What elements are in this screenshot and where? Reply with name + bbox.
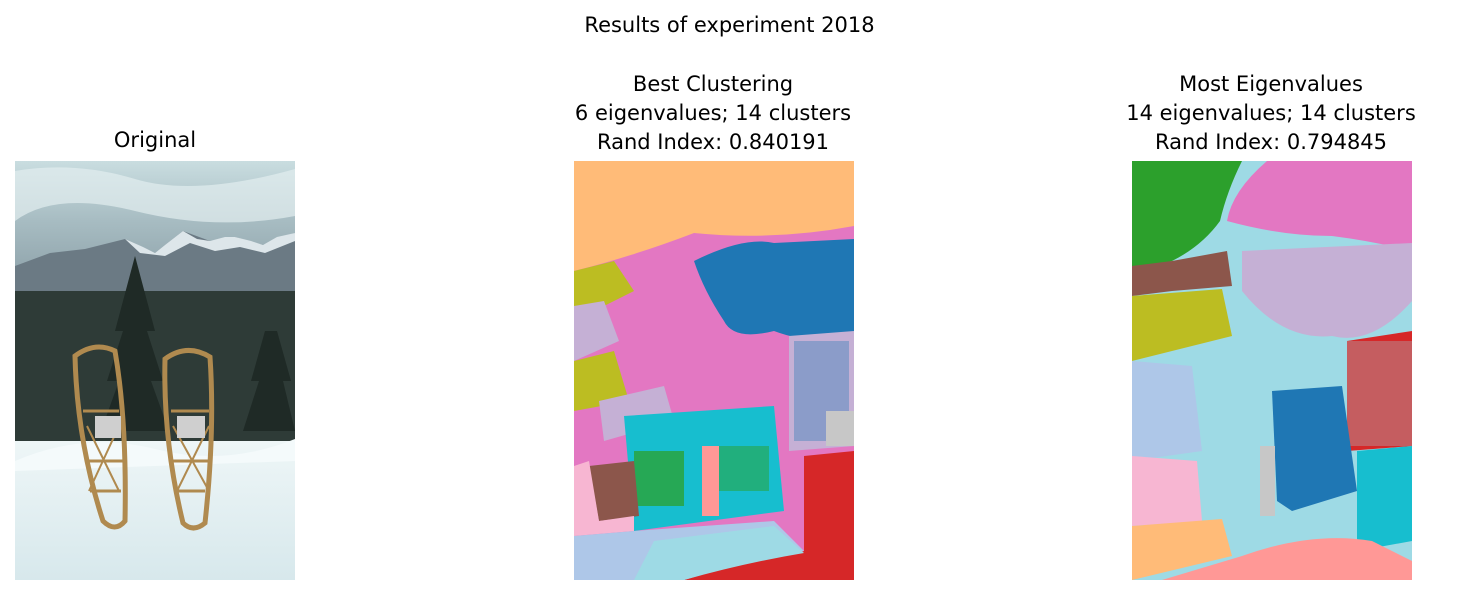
best-clustering-title: Best Clustering 6 eigenvalues; 14 cluste… <box>563 70 863 157</box>
segment-lilac <box>1242 243 1412 338</box>
figure-suptitle: Results of experiment 2018 <box>584 13 875 37</box>
segment-green-right <box>719 446 769 491</box>
segment-olive <box>1132 289 1232 361</box>
segment-mountain-blue <box>694 239 854 340</box>
most-eigenvalues-title-line-1: Most Eigenvalues <box>1179 72 1363 96</box>
most-eigenvalues-title-line-2: 14 eigenvalues; 14 clusters <box>1126 101 1416 125</box>
segment-salmon <box>702 446 719 516</box>
best-clustering-segmentation <box>574 161 854 580</box>
segment-green <box>1132 161 1242 271</box>
segment-lightpink <box>1132 456 1202 526</box>
segment-sky <box>574 161 854 271</box>
segment-lightpink <box>574 461 634 536</box>
mountain-snow <box>125 231 295 256</box>
segment-blue-boots <box>1272 386 1357 511</box>
segment-olive-2 <box>574 351 629 411</box>
segment-green-left <box>634 451 684 506</box>
segment-brown <box>589 461 639 521</box>
segment-lilac-mid <box>599 386 674 441</box>
segment-lightcyan <box>634 526 804 580</box>
segment-red <box>684 451 854 580</box>
best-clustering-title-line-2: 6 eigenvalues; 14 clusters <box>574 101 852 125</box>
boot-bindings <box>95 416 121 438</box>
tree-right <box>243 331 295 431</box>
original-photo <box>15 161 295 580</box>
segment-lightblue-left <box>1132 361 1202 461</box>
most-eigenvalues-segmentation <box>1132 161 1412 580</box>
most-eigenvalues-title: Most Eigenvalues 14 eigenvalues; 14 clus… <box>1096 70 1446 157</box>
most-eigenvalues-title-line-3: Rand Index: 0.794845 <box>1154 130 1388 154</box>
clouds <box>15 167 295 223</box>
segment-cyan <box>1357 446 1412 551</box>
segment-olive <box>574 261 634 311</box>
original-title-line: Original <box>113 128 197 152</box>
best-clustering-title-line-3: Rand Index: 0.840191 <box>596 130 830 154</box>
segment-pink-sky <box>1227 161 1412 251</box>
segment-gray-right <box>826 411 854 446</box>
original-title: Original <box>15 126 295 155</box>
segment-salmon <box>1162 538 1412 580</box>
segment-lightorange <box>1132 519 1232 580</box>
segment-gray <box>1260 446 1275 516</box>
best-clustering-title-line-1: Best Clustering <box>632 72 794 96</box>
segment-red-scatter <box>1347 341 1412 446</box>
segment-red <box>1347 331 1412 451</box>
segment-lilac-left <box>574 301 619 361</box>
segment-brown <box>1132 251 1232 296</box>
